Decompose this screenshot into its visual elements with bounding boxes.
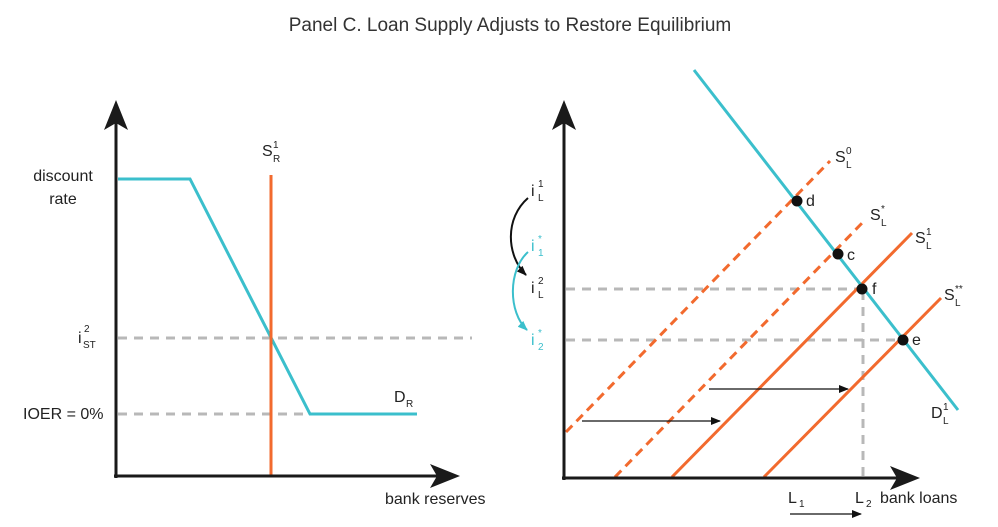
il2-label-sub: L [538, 290, 544, 301]
reserve-demand-curve [118, 177, 417, 416]
slss-label-sup: ** [955, 284, 963, 295]
reserve-demand-label-sub: R [406, 399, 413, 410]
rate-label: i [78, 330, 82, 347]
dl-label-sup: 1 [943, 402, 949, 413]
i1star-label-sup: * [538, 234, 542, 245]
point-f-label: f [872, 281, 877, 298]
slstar-label-sup: * [881, 204, 885, 215]
left-x-axis-arrowhead [430, 464, 460, 488]
point-e-marker [897, 334, 909, 346]
loan-demand-curve [692, 69, 960, 411]
slss-label-sub: L [955, 298, 961, 309]
rate-drop-arrow-dark [509, 197, 529, 276]
i1star-label-sub: 1 [538, 248, 544, 259]
left-y-axis-label-line2: rate [49, 191, 77, 208]
point-c-label: c [847, 247, 855, 264]
dl-label-sub: L [943, 416, 949, 427]
sl0-label: S [835, 149, 846, 166]
il2-label-sup: 2 [538, 276, 544, 287]
right-x-axis-label: bank loans [880, 490, 957, 507]
rate-label-sub: ST [83, 340, 96, 351]
sl1-label: S [915, 230, 926, 247]
slstar-label-sub: L [881, 218, 887, 229]
l2-label: L [855, 490, 864, 507]
left-panel: discount rate i 2 ST IOER = 0% S 1 R D R… [23, 100, 486, 508]
reserve-supply-label-sup: 1 [273, 140, 279, 151]
right-panel: d c f e S 0 L S * L S 1 L S ** L D 1 L i… [509, 69, 963, 518]
sl1-label-sup: 1 [926, 227, 932, 238]
diagram-title: Panel C. Loan Supply Adjusts to Restore … [289, 15, 732, 36]
point-e-label: e [912, 332, 921, 349]
point-d-label: d [806, 193, 815, 210]
i2star-label-sub: 2 [538, 342, 544, 353]
il1-label-sub: L [538, 193, 544, 204]
loan-supply-curve-0 [564, 159, 832, 434]
left-y-axis-label-line1: discount [33, 168, 93, 185]
sl0-label-sub: L [846, 160, 852, 171]
reserve-supply-label: S [262, 143, 273, 160]
l1-label-sub: 1 [799, 499, 805, 510]
i1star-label: i [531, 238, 535, 255]
i2star-label: i [531, 332, 535, 349]
sl1-label-sub: L [926, 241, 932, 252]
sl0-label-sup: 0 [846, 146, 852, 157]
ioer-label: IOER = 0% [23, 406, 103, 423]
il2-label: i [531, 280, 535, 297]
l2-label-sub: 2 [866, 499, 872, 510]
dl-label: D [931, 405, 943, 422]
i2star-label-sup: * [538, 328, 542, 339]
reserve-demand-label: D [394, 389, 406, 406]
point-c-marker [832, 248, 844, 260]
loan-supply-curve-star [613, 217, 868, 479]
point-f-marker [856, 283, 868, 295]
right-x-axis-arrowhead [890, 466, 920, 490]
il1-label-sup: 1 [538, 179, 544, 190]
l1-label: L [788, 490, 797, 507]
left-y-axis-arrowhead [104, 100, 128, 130]
slss-label: S [944, 287, 955, 304]
left-x-axis-label: bank reserves [385, 491, 486, 508]
right-y-axis-arrowhead [552, 100, 576, 130]
rate-drop-arrow-teal [511, 251, 529, 331]
point-d-marker [791, 195, 803, 207]
loan-supply-curve-1 [670, 231, 914, 479]
loan-supply-curve-ss [762, 296, 943, 479]
rate-label-sup: 2 [84, 324, 90, 335]
reserve-supply-label-sub: R [273, 154, 280, 165]
slstar-label: S [870, 207, 881, 224]
il1-label: i [531, 183, 535, 200]
